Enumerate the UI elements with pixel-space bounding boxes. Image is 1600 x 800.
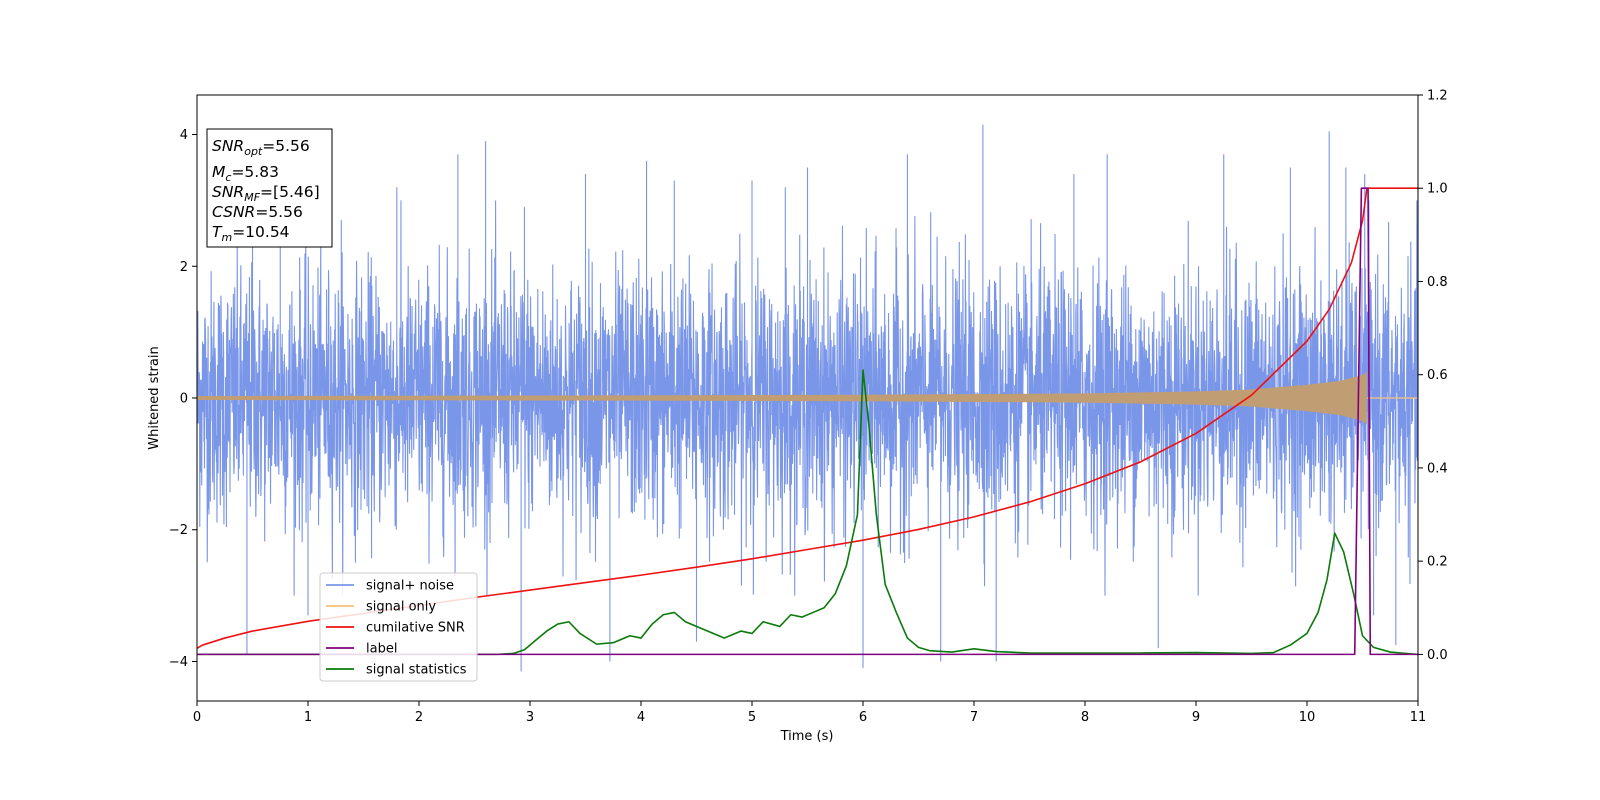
y-axis-left: −4 −2 0 2 4 — [169, 128, 197, 670]
y-left-tick-label: 2 — [180, 260, 188, 275]
x-tick-label: 7 — [970, 710, 978, 725]
annotation-line: SNRMF=[5.46] — [212, 183, 320, 204]
x-tick-label: 3 — [526, 710, 534, 725]
legend-label: signal only — [366, 600, 436, 615]
y-left-tick-label: 0 — [180, 392, 188, 407]
x-tick-label: 0 — [193, 710, 201, 725]
y-right-tick-label: 0.0 — [1427, 648, 1448, 663]
label-line — [197, 187, 1418, 656]
x-axis-label: Time (s) — [780, 729, 834, 744]
x-tick-label: 1 — [304, 710, 312, 725]
x-tick-label: 10 — [1299, 710, 1316, 725]
legend-frame — [319, 572, 478, 682]
x-tick-label: 6 — [859, 710, 867, 725]
legend-label: label — [366, 642, 397, 657]
x-tick-label: 11 — [1410, 710, 1427, 725]
y-right-tick-label: 1.0 — [1427, 182, 1448, 197]
annotation-line: CSNR=5.56 — [212, 203, 303, 221]
y-axis-right: 0.0 0.2 0.4 0.6 0.8 1.0 1.2 — [1418, 89, 1448, 663]
signal-only-series — [197, 371, 1418, 425]
annotation-line: Mc=5.83 — [212, 163, 279, 184]
y-right-tick-label: 0.2 — [1427, 555, 1448, 570]
y-right-tick-label: 0.6 — [1427, 368, 1448, 383]
annotation-line: Tm=10.54 — [212, 223, 290, 244]
annotation-line: SNRopt=5.56 — [212, 137, 310, 158]
x-tick-label: 5 — [748, 710, 756, 725]
x-tick-label: 8 — [1081, 710, 1089, 725]
y-right-tick-label: 0.8 — [1427, 275, 1448, 290]
signal-only-envelope — [197, 371, 1367, 425]
y-left-tick-label: −2 — [169, 523, 188, 538]
x-tick-label: 4 — [637, 710, 645, 725]
signal-noise-line — [197, 124, 1418, 672]
signal-statistics-line — [197, 369, 1418, 656]
y-left-tick-label: 4 — [180, 128, 188, 143]
y-axis-label: Whitened strain — [147, 346, 162, 449]
signal-noise-series — [197, 124, 1418, 672]
y-right-tick-label: 1.2 — [1427, 89, 1448, 104]
x-axis: 0 1 2 3 4 5 6 7 8 9 10 11 — [193, 701, 1426, 725]
legend-label: signal statistics — [366, 663, 467, 678]
legend-label: signal+ noise — [366, 579, 454, 594]
x-tick-label: 2 — [415, 710, 423, 725]
legend-label: cumilative SNR — [366, 621, 465, 636]
legend: signal+ noise signal only cumilative SNR la… — [319, 572, 478, 682]
annotation-frame — [206, 128, 333, 248]
x-tick-label: 9 — [1192, 710, 1200, 725]
y-right-tick-label: 0.4 — [1427, 461, 1448, 476]
y-left-tick-label: −4 — [169, 655, 188, 670]
